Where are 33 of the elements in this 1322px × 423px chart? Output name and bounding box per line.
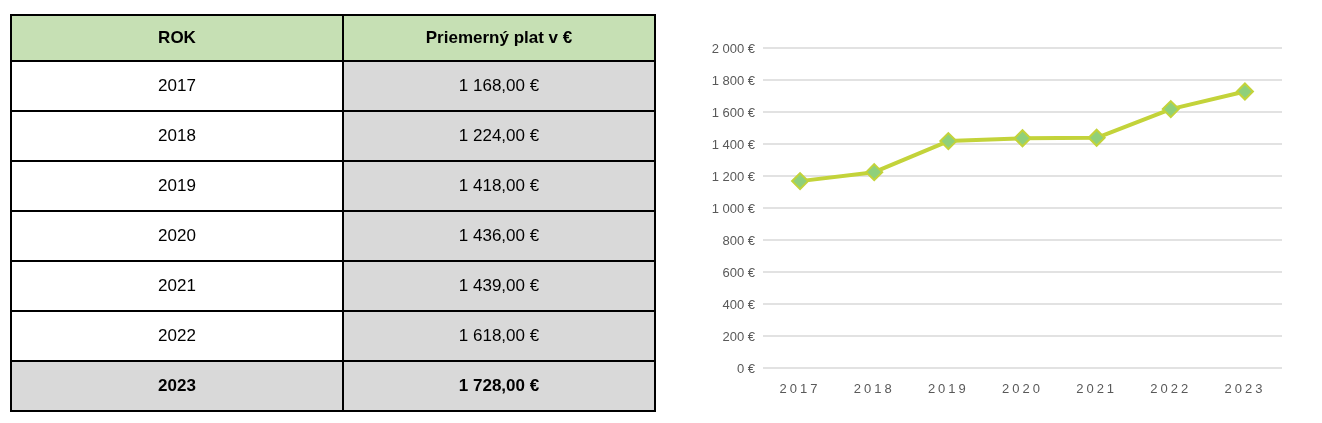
y-tick-label: 2 000 €: [711, 40, 756, 56]
text: 1 618,00 €: [343, 311, 655, 361]
text: ROK: [11, 15, 343, 61]
y-tick-label: 1 000 €: [711, 200, 756, 216]
x-tick-label: 2017: [779, 381, 821, 397]
x-tick-label: 2019: [927, 381, 969, 397]
y-tick-label: 1 200 €: [711, 168, 756, 184]
x-tick-label: 2021: [1076, 381, 1118, 397]
x-tick-label: 2023: [1224, 381, 1266, 397]
y-tick-label: 1 600 €: [711, 104, 756, 120]
text: 1 436,00 €: [343, 211, 655, 261]
category-label: 2018: [158, 126, 196, 145]
text: 1 224,00 €: [343, 111, 655, 161]
text: 1 168,00 €: [343, 61, 655, 111]
category-label: 2019: [158, 176, 196, 195]
text: 1 728,00 €: [343, 361, 655, 411]
y-tick-label: 1 400 €: [711, 136, 756, 152]
category-label: 2022: [158, 326, 196, 345]
y-tick-label: 400 €: [722, 296, 756, 312]
y-tick-label: 800 €: [722, 232, 756, 248]
text: 1 439,00 €: [343, 261, 655, 311]
y-tick-label: 200 €: [722, 328, 756, 344]
y-tick-label: 600 €: [722, 264, 756, 280]
y-tick-label: 0 €: [736, 360, 756, 376]
category-label: 2021: [158, 276, 196, 295]
text: 1 418,00 €: [343, 161, 655, 211]
x-tick-label: 2022: [1150, 381, 1192, 397]
x-tick-label: 2018: [853, 381, 895, 397]
category-label: 2020: [158, 226, 196, 245]
x-tick-label: 2020: [1002, 381, 1043, 397]
y-tick-label: 1 800 €: [711, 72, 756, 88]
text: Priemerný plat v €: [343, 15, 655, 61]
category-label: 2017: [158, 76, 196, 95]
